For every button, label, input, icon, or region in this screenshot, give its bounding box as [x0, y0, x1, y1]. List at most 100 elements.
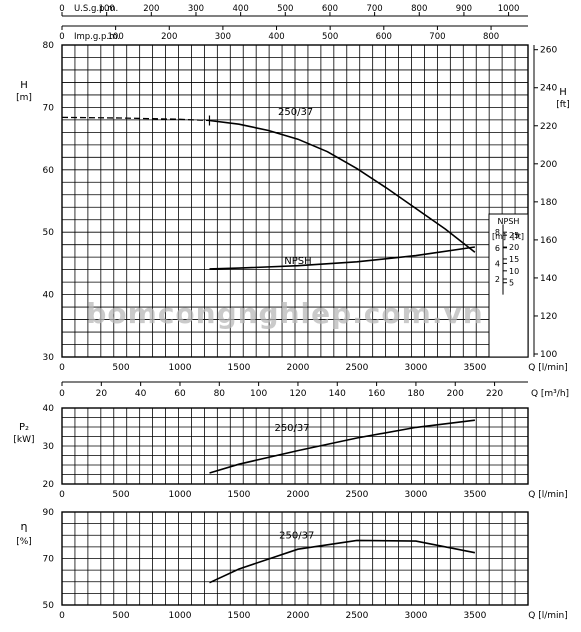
x-axis-2-tick-label: 100 — [250, 389, 267, 399]
x-axis-2-label: Q [m³/h] — [531, 389, 569, 399]
right-axis-label-top: H — [559, 87, 567, 98]
x-tick-label: 2000 — [286, 611, 309, 621]
x-tick-label: 1500 — [228, 363, 251, 373]
top-tick-label-impgpm: 0 — [59, 32, 64, 42]
plot-frame — [61, 511, 529, 606]
top-tick-label-impgpm: 100 — [108, 32, 124, 42]
top-tick-label-usgpm: 1000 — [498, 4, 520, 14]
head-curve-extrapolated — [61, 116, 210, 122]
x-tick-label: 3500 — [463, 611, 486, 621]
npsh-tick-label-m: 8 — [495, 228, 500, 237]
y-tick-label-ft: 180 — [540, 198, 557, 208]
top-tick-label-usgpm: 900 — [456, 4, 472, 14]
x-tick-label: 2500 — [345, 363, 368, 373]
x-axis-2-tick-label: 80 — [214, 389, 226, 399]
npsh-box-title: NPSH — [498, 217, 520, 226]
npsh-tick-label-m: 2 — [495, 275, 500, 284]
npsh-box — [488, 213, 529, 358]
eta-axis-label-bottom: [%] — [16, 537, 32, 547]
efficiency-curve-label: 250/37 — [279, 531, 314, 542]
y-tick-label-m: 30 — [43, 353, 55, 363]
x-axis-label: Q [l/min] — [528, 363, 567, 373]
y-tick-label-m: 50 — [43, 228, 55, 238]
x-axis-2-tick-label: 180 — [407, 389, 424, 399]
y-tick-label-power: 40 — [43, 404, 55, 414]
x-axis-2-tick-label: 20 — [96, 389, 108, 399]
npsh-unit-m: [m] — [492, 232, 506, 241]
x-axis-2-tick-label: 40 — [135, 389, 147, 399]
y-tick-label-ft: 120 — [540, 312, 557, 322]
y-tick-label-m: 80 — [43, 41, 55, 51]
top-axis-label-impgpm: Imp.g.p.m. — [74, 32, 120, 42]
chart-axes — [61, 12, 538, 606]
x-axis-label: Q [l/min] — [528, 611, 567, 621]
top-tick-label-impgpm: 200 — [161, 32, 177, 42]
top-axis-label-usgpm: U.S.g.p.m. — [74, 4, 118, 14]
x-tick-label: 0 — [59, 490, 65, 500]
npsh-unit-ft: [ft] — [512, 232, 524, 241]
top-tick-label-impgpm: 300 — [215, 32, 231, 42]
top-tick-label-impgpm: 700 — [429, 32, 445, 42]
top-tick-label-usgpm: 300 — [188, 4, 204, 14]
x-axis-2-tick-label: 120 — [289, 389, 306, 399]
top-tick-label-usgpm: 0 — [59, 4, 64, 14]
chart-curves — [61, 115, 476, 584]
npsh-tick-label-ft: 10 — [509, 267, 519, 276]
y-tick-label-eta: 90 — [43, 508, 55, 518]
x-tick-label: 1000 — [169, 611, 192, 621]
x-tick-label: 1000 — [169, 363, 192, 373]
npsh-tick-label-m: 4 — [495, 259, 500, 268]
x-tick-label: 500 — [112, 611, 129, 621]
power-axis-label-bottom: [kW] — [13, 435, 34, 445]
power-curve — [209, 419, 475, 474]
head-curve — [209, 119, 476, 253]
y-tick-label-power: 30 — [43, 442, 55, 452]
power-curve-label: 250/37 — [274, 423, 309, 434]
top-tick-label-usgpm: 200 — [143, 4, 159, 14]
x-axis-2-tick-label: 220 — [486, 389, 503, 399]
top-tick-label-usgpm: 400 — [233, 4, 249, 14]
eta-axis-label-top: η — [21, 520, 28, 533]
y-tick-label-ft: 140 — [540, 274, 557, 284]
y-tick-label-ft: 160 — [540, 236, 557, 246]
x-tick-label: 2500 — [345, 611, 368, 621]
x-tick-label: 3500 — [463, 490, 486, 500]
head-curve-label: 250/37 — [278, 107, 313, 118]
y-tick-label-ft: 100 — [540, 350, 557, 360]
top-tick-label-impgpm: 800 — [483, 32, 499, 42]
y-tick-label-eta: 50 — [43, 601, 55, 611]
y-tick-label-eta: 70 — [43, 555, 55, 565]
npsh-curve — [209, 246, 476, 270]
npsh-tick-label-ft: 25 — [509, 231, 519, 240]
top-tick-label-impgpm: 600 — [376, 32, 392, 42]
x-tick-label: 3500 — [463, 363, 486, 373]
y-tick-label-m: 40 — [43, 291, 55, 301]
npsh-curve-label: NPSH — [284, 256, 311, 267]
top-tick-label-usgpm: 600 — [322, 4, 338, 14]
chart-labels: 0 500 1000 1500 2000 2500 3000 3500 Q [l/min]0 10… — [13, 4, 569, 621]
y-tick-label-ft: 240 — [540, 84, 557, 94]
npsh-tick-label-ft: 5 — [509, 279, 514, 288]
npsh-tick-label-ft: 20 — [509, 243, 519, 252]
top-tick-label-usgpm: 700 — [366, 4, 382, 14]
power-axis-label-top: P₂ — [19, 422, 29, 433]
efficiency-curve — [209, 539, 476, 584]
x-tick-label: 500 — [112, 490, 129, 500]
plot-frame — [61, 407, 529, 485]
plot-frame — [61, 44, 529, 358]
y-axis-label-top: H — [20, 80, 28, 91]
y-tick-label-ft: 220 — [540, 122, 557, 132]
x-axis-2-tick-label: 200 — [447, 389, 464, 399]
y-tick-label-m: 70 — [43, 103, 55, 113]
top-tick-label-usgpm: 100 — [99, 4, 115, 14]
y-tick-label-ft: 260 — [540, 46, 557, 56]
watermark: bomcongnghiep.com.vn — [86, 297, 483, 330]
x-tick-label: 1500 — [228, 490, 251, 500]
x-tick-label: 3000 — [404, 363, 427, 373]
x-tick-label: 0 — [59, 611, 65, 621]
top-tick-label-usgpm: 500 — [277, 4, 293, 14]
y-tick-label-power: 20 — [43, 480, 55, 490]
x-tick-label: 3000 — [404, 611, 427, 621]
x-tick-label: 500 — [112, 363, 129, 373]
x-tick-label: 2000 — [286, 363, 309, 373]
